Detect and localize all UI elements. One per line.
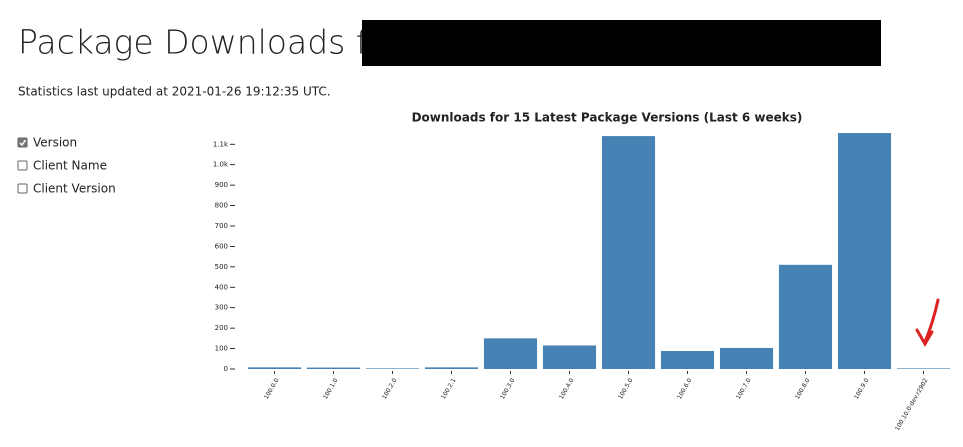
y-tick-label: 0 [224, 365, 228, 373]
x-tick-label: 100.8.0 [794, 377, 812, 400]
page-title: Package Downloads for [18, 23, 402, 62]
x-tick-label: 100.4.0 [558, 377, 576, 400]
bar[interactable] [424, 367, 479, 369]
x-tick-label: 100.3.0 [499, 377, 517, 400]
x-tick-label: 100.6.0 [676, 377, 694, 400]
checkbox[interactable] [17, 183, 28, 194]
bar[interactable] [837, 133, 892, 369]
bar[interactable] [306, 367, 361, 369]
checkmark [19, 139, 27, 147]
x-tick-label: 100.0.0 [263, 377, 281, 400]
x-tick-label: 100.5.0 [617, 377, 635, 400]
checkbox[interactable] [17, 160, 28, 171]
y-tick-label: 100 [215, 345, 228, 353]
bar[interactable] [365, 368, 420, 369]
bar[interactable] [247, 367, 302, 369]
x-tick-label: 100.1.0 [322, 377, 340, 400]
updated-text: Statistics last updated at 2021-01-26 19… [18, 85, 331, 99]
bar[interactable] [896, 368, 951, 369]
option-label[interactable]: Version [33, 136, 77, 150]
option-label[interactable]: Client Version [33, 182, 116, 196]
y-tick-label: 1.1k [213, 140, 229, 148]
checkbox[interactable] [17, 137, 28, 148]
bar[interactable] [483, 338, 538, 369]
y-tick-label: 1.0k [213, 161, 229, 169]
annotation-arrow [915, 298, 940, 347]
bar[interactable] [542, 345, 597, 369]
x-tick-label: 100.2.0 [381, 377, 399, 400]
bar[interactable] [719, 347, 774, 369]
y-tick-label: 700 [215, 222, 228, 230]
y-tick-label: 600 [215, 242, 228, 250]
y-tick-label: 800 [215, 202, 228, 210]
x-tick-label: 100.7.0 [735, 377, 753, 400]
bar[interactable] [660, 351, 715, 369]
bar[interactable] [601, 136, 656, 369]
y-tick-label: 900 [215, 181, 228, 189]
y-tick-label: 200 [215, 324, 228, 332]
y-tick-label: 400 [215, 283, 228, 291]
x-tick-label: 100.2.1 [440, 377, 458, 400]
chart-title: Downloads for 15 Latest Package Versions… [412, 111, 803, 125]
bar[interactable] [778, 264, 833, 369]
x-tick-label: 100.10.0-dev.r2902 [894, 377, 930, 432]
y-tick-label: 500 [215, 263, 228, 271]
redacted-box [362, 20, 881, 66]
x-tick-label: 100.9.0 [853, 377, 871, 400]
option-label[interactable]: Client Name [33, 159, 107, 173]
y-tick-label: 300 [215, 304, 228, 312]
